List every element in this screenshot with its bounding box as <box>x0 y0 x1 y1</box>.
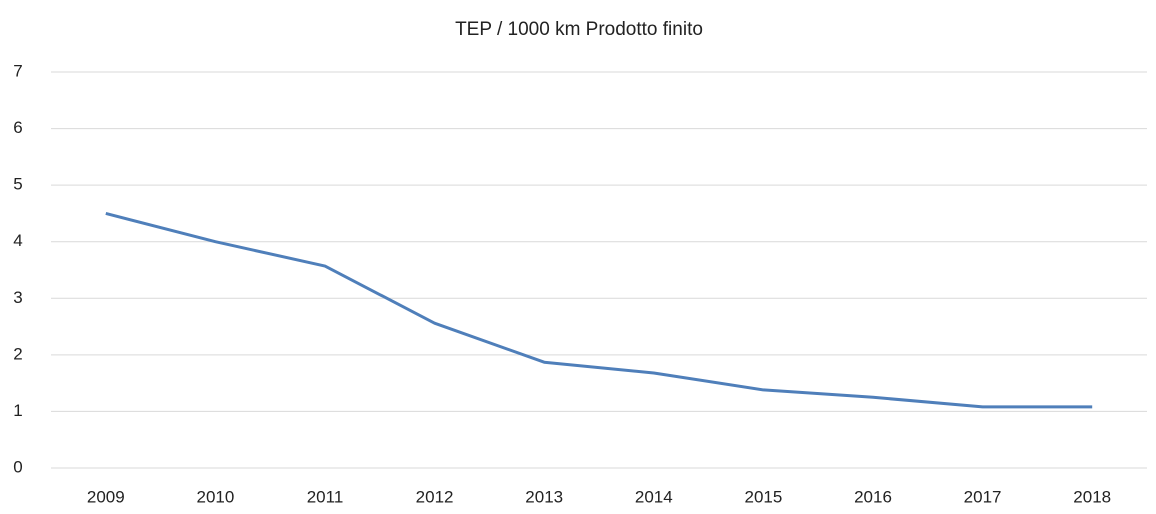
x-tick-label: 2015 <box>744 487 782 506</box>
x-tick-label: 2016 <box>854 487 892 506</box>
line-series <box>105 211 1093 409</box>
x-tick-label: 2017 <box>964 487 1002 506</box>
y-tick-label: 6 <box>13 118 22 137</box>
y-tick-label: 4 <box>13 231 22 250</box>
y-tick-label: 1 <box>13 401 22 420</box>
x-tick-label: 2012 <box>416 487 454 506</box>
x-tick-label: 2018 <box>1073 487 1111 506</box>
x-tick-label: 2014 <box>635 487 673 506</box>
y-tick-label: 5 <box>13 175 22 194</box>
y-tick-label: 2 <box>13 344 22 363</box>
y-tick-label: 3 <box>13 288 22 307</box>
x-tick-label: 2011 <box>307 487 344 506</box>
chart-title: TEP / 1000 km Prodotto finito <box>455 19 703 40</box>
x-tick-label: 2010 <box>196 487 234 506</box>
y-tick-label: 0 <box>13 457 22 476</box>
y-tick-label: 7 <box>13 61 22 80</box>
x-tick-label: 2009 <box>87 487 125 506</box>
x-tick-label: 2013 <box>525 487 563 506</box>
